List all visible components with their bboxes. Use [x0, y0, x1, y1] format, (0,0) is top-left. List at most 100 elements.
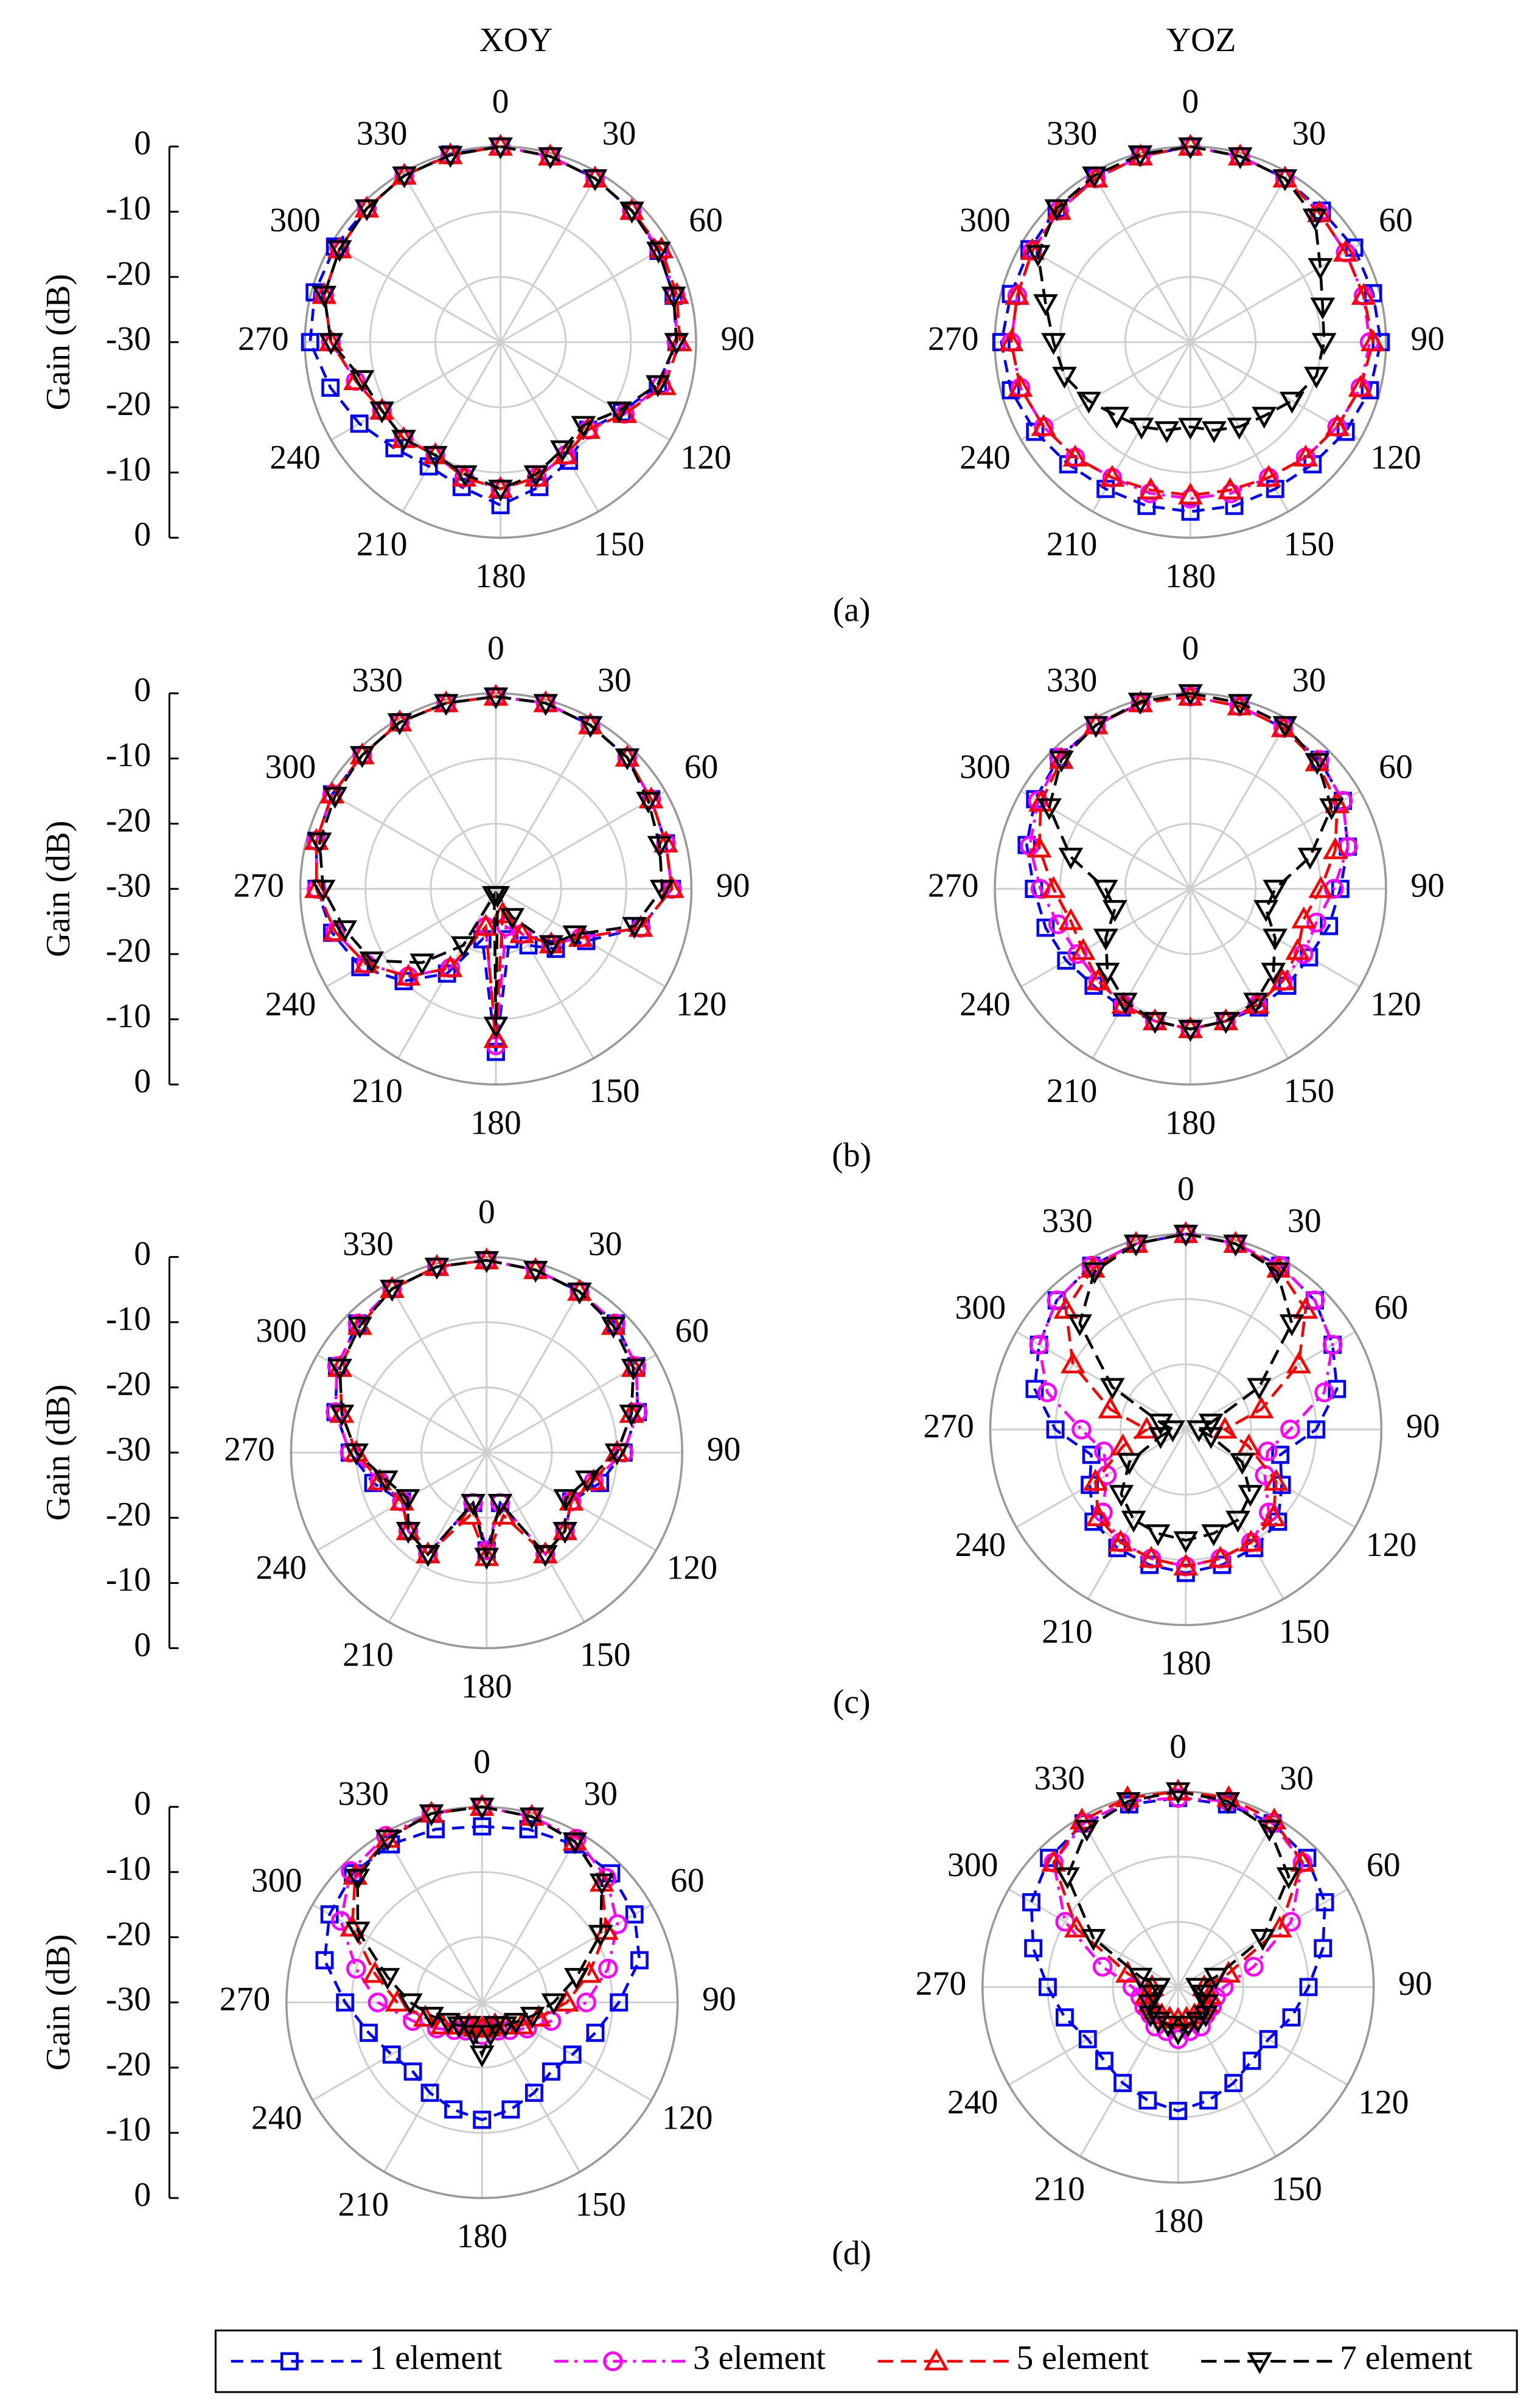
angle-label: 60: [689, 201, 723, 239]
marker: [1272, 716, 1298, 738]
angle-label: 300: [251, 1862, 302, 1900]
marker: [1185, 2012, 1210, 2034]
angle-label: 60: [675, 1312, 709, 1350]
grid-spoke: [1016, 1428, 1186, 1529]
grid-spoke: [330, 243, 501, 343]
marker: [1005, 282, 1030, 305]
marker: [469, 1798, 495, 1820]
marker: [1253, 900, 1279, 923]
angle-label: 300: [960, 748, 1011, 786]
marker: [395, 1521, 421, 1544]
r-tick-label: -10: [106, 736, 151, 774]
marker: [562, 1832, 588, 1855]
marker: [576, 1992, 596, 2012]
marker: [1322, 1334, 1343, 1355]
marker: [280, 2352, 299, 2371]
marker: [382, 2045, 401, 2064]
marker: [322, 787, 347, 809]
angle-label: 90: [1410, 867, 1444, 905]
marker: [1099, 464, 1125, 487]
marker: [1036, 918, 1055, 937]
angle-label: 300: [270, 201, 321, 239]
marker: [1325, 791, 1350, 814]
marker: [424, 1257, 450, 1280]
angle-label: 60: [1379, 748, 1413, 786]
marker: [1081, 1929, 1106, 1952]
marker: [391, 430, 416, 452]
marker: [368, 1992, 388, 2012]
marker: [359, 2023, 378, 2042]
marker: [649, 879, 675, 902]
r-tick-label: -20: [106, 1496, 151, 1533]
series-line: [1030, 1796, 1326, 2113]
r-tick-label: -30: [106, 1431, 151, 1468]
marker: [1041, 876, 1066, 898]
marker: [1297, 848, 1323, 870]
marker: [373, 1470, 399, 1493]
angle-label: 270: [238, 320, 289, 358]
marker: [1138, 1546, 1164, 1568]
grid-spoke: [1190, 719, 1289, 890]
marker: [329, 1404, 355, 1427]
marker: [1178, 684, 1203, 706]
marker: [571, 416, 596, 438]
marker: [344, 1443, 369, 1466]
angle-label: 30: [1292, 661, 1326, 699]
r-tick-label: 0: [134, 125, 151, 162]
angle-label: 0: [492, 83, 509, 120]
angle-label: 0: [1182, 83, 1199, 120]
grid-spoke: [1092, 341, 1191, 512]
angle-label: 60: [671, 1862, 705, 1900]
marker: [1024, 1939, 1043, 1958]
marker: [1272, 1476, 1291, 1495]
marker: [577, 716, 603, 738]
marker: [1052, 366, 1077, 389]
marker: [1307, 1420, 1326, 1439]
marker: [1279, 1314, 1305, 1336]
marker: [419, 1804, 444, 1827]
angle-label: 120: [1370, 985, 1421, 1023]
marker: [1095, 2051, 1113, 2070]
r-tick-label: -20: [106, 255, 151, 293]
marker: [582, 169, 608, 192]
grid-spoke: [1190, 888, 1289, 1059]
marker: [1213, 1012, 1239, 1034]
marker: [1272, 169, 1298, 192]
marker: [636, 792, 661, 814]
marker: [1314, 1382, 1334, 1403]
grid-spoke: [481, 1832, 581, 2003]
marker: [1282, 2008, 1301, 2027]
marker: [403, 2062, 422, 2081]
marker: [1074, 1819, 1099, 1842]
marker: [998, 329, 1024, 352]
marker: [1308, 258, 1333, 281]
marker: [1306, 913, 1326, 933]
r-tick-label: 0: [134, 515, 151, 553]
angle-label: 30: [602, 114, 636, 152]
r-tick-label: -20: [106, 1915, 151, 1953]
r-axis-label: Gain (dB): [40, 821, 77, 957]
marker: [554, 1989, 579, 2012]
angle-label: 90: [1398, 1965, 1432, 2003]
marker: [1333, 239, 1358, 262]
marker: [1048, 750, 1074, 773]
angle-label: 150: [575, 2186, 626, 2224]
marker: [1098, 1396, 1123, 1418]
marker: [1078, 2030, 1097, 2048]
marker: [615, 748, 640, 770]
marker: [1250, 1929, 1275, 1952]
grid-spoke: [326, 888, 496, 988]
marker: [1290, 1849, 1315, 1872]
marker: [1095, 963, 1120, 985]
marker: [336, 1993, 355, 2012]
marker: [1256, 464, 1281, 487]
marker: [568, 925, 593, 947]
marker: [1320, 916, 1339, 935]
series-line: [323, 1825, 641, 2121]
angle-label: 90: [702, 1980, 736, 2018]
marker: [387, 713, 413, 736]
marker: [1115, 1785, 1140, 1807]
marker: [1323, 837, 1348, 859]
angle-label: 300: [947, 1846, 998, 1884]
grid-spoke: [486, 1452, 585, 1623]
